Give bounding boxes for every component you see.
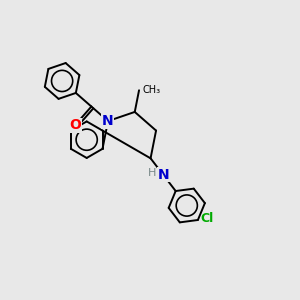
Text: N: N (157, 168, 169, 182)
Text: N: N (102, 114, 113, 128)
Text: O: O (69, 118, 81, 132)
Text: H: H (148, 168, 157, 178)
Text: CH₃: CH₃ (142, 85, 161, 95)
Text: Cl: Cl (201, 212, 214, 225)
